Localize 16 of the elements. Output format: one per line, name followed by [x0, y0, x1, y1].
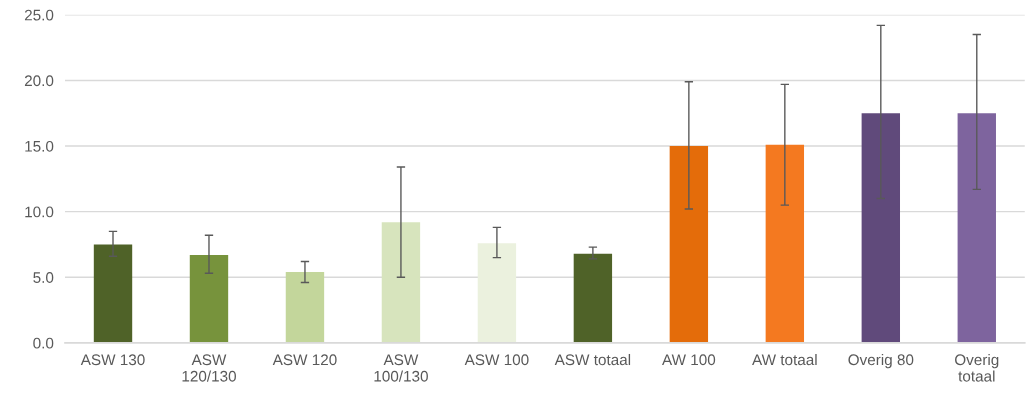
- y-tick-label: 5.0: [33, 272, 54, 283]
- x-tick-label: ASW 130: [80, 354, 145, 366]
- y-tick-label: 20.0: [24, 75, 54, 87]
- y-tick-label: 25.0: [24, 9, 54, 21]
- x-tick-label: ASW 120/130: [182, 354, 236, 382]
- x-tick-label: ASW 100: [464, 354, 529, 366]
- y-tick-label: 0.0: [33, 337, 54, 349]
- x-tick-label: Overig 80: [848, 353, 914, 369]
- y-tick-label: 10.0: [25, 206, 54, 218]
- x-tick-label: AW 100: [662, 354, 716, 366]
- x-tick-label: Overig totaal: [955, 353, 999, 382]
- x-tick-label: AW totaal: [752, 353, 817, 366]
- x-tick-label: ASW 100/130: [374, 354, 428, 382]
- x-tick-label: ASW 120: [272, 354, 337, 366]
- y-tick-label: 15.0: [25, 140, 54, 152]
- x-tick-label: ASW totaal: [554, 353, 631, 366]
